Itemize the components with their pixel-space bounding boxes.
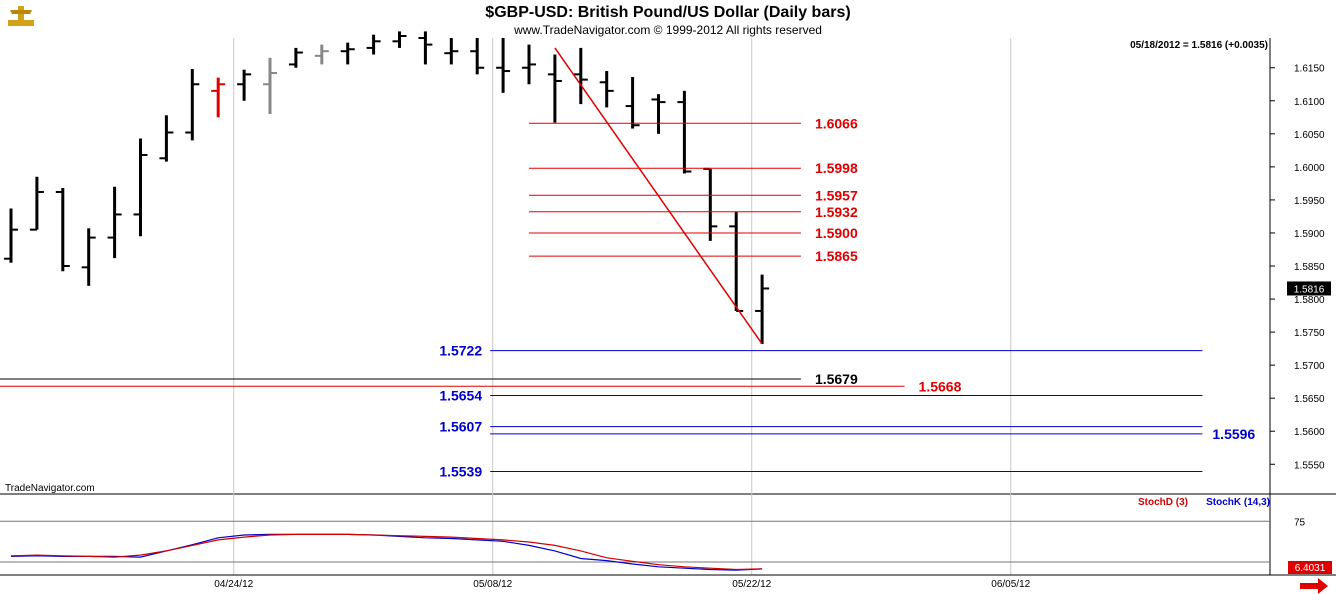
ohlc-bar [729,211,744,312]
level-label: 1.5596 [1212,426,1255,442]
y-tick-label: 1.6100 [1294,97,1325,108]
ohlc-bar [314,44,329,65]
stoch-k-legend: StochK (14,3) [1206,497,1270,508]
stoch-last-label: 6.4031 [1295,563,1326,574]
x-tick-label: 05/08/12 [473,579,512,590]
ohlc-bar [55,188,70,272]
trendline-segment [554,47,763,345]
level-label: 1.5539 [439,464,482,480]
y-tick-label: 1.5550 [1294,460,1325,471]
ohlc-bar [288,47,303,68]
y-tick-label: 1.5800 [1294,295,1325,306]
level-label: 1.6066 [815,115,858,131]
stochastic-panel: 75 6.4031 StochD (3) StochK (14,3) [0,497,1336,576]
stoch-level-label: 75 [1294,517,1306,528]
ohlc-bar [599,71,614,108]
x-tick-label: 06/05/12 [991,579,1030,590]
ohlc-bar [159,115,174,162]
ohlc-bar [29,176,44,231]
level-label: 1.5654 [439,388,482,404]
level-label: 1.5865 [815,248,858,264]
scroll-right-arrow-icon [1300,578,1328,594]
copyright-text: www.TradeNavigator.com © 1999-2012 All r… [513,23,822,37]
ohlc-bar [703,167,718,241]
ohlc-bar [573,47,588,105]
ohlc-bar [237,69,252,101]
ohlc-bar [81,228,96,286]
stoch-d-legend: StochD (3) [1138,497,1188,508]
level-label: 1.5998 [815,160,858,176]
ohlc-bar [340,42,355,65]
stochastic-grid: 75 [0,517,1336,576]
ohlc-bar [625,76,640,129]
chart-title: $GBP-USD: British Pound/US Dollar (Daily… [485,4,850,21]
brand-text: TradeNavigator.com [5,483,95,494]
ohlc-bar [547,54,562,123]
stoch-k-line [10,533,763,571]
ohlc-bar [107,186,122,259]
last-price-box [1287,281,1331,296]
stoch-last-box [1288,561,1332,574]
trendline [554,47,763,345]
y-tick-label: 1.6150 [1294,64,1325,75]
price-grid [0,38,1336,575]
y-tick-label: 1.6050 [1294,130,1325,141]
ohlc-bar [522,44,536,85]
price-bars [4,31,770,344]
ohlc-bar [444,38,459,65]
level-label: 1.5900 [815,225,858,241]
ohlc-bar [496,38,511,93]
last-quote: 05/18/2012 = 1.5816 (+0.0035) [1130,40,1268,51]
ohlc-bar [755,274,770,344]
x-axis: 04/24/12 05/08/12 05/22/12 06/05/12 [214,578,1328,594]
ohlc-bar [418,31,433,65]
y-tick-label: 1.5600 [1294,427,1325,438]
y-tick-label: 1.5700 [1294,361,1325,372]
ohlc-bar [263,57,277,114]
logo-icon [8,6,34,26]
ohlc-bar [4,208,18,263]
price-y-axis: 1.6150 1.6100 1.6050 1.6000 1.5950 1.5900 1.58… [1270,64,1331,471]
last-price-label: 1.5816 [1294,284,1325,295]
level-label: 1.5607 [439,419,482,435]
y-tick-label: 1.5750 [1294,328,1325,339]
y-tick-label: 1.5950 [1294,196,1325,207]
x-tick-label: 05/22/12 [732,579,771,590]
y-tick-label: 1.5900 [1294,229,1325,240]
ohlc-bar [185,69,200,141]
ohlc-bar [211,77,226,118]
ohlc-bar [392,31,407,48]
level-label: 1.5957 [815,187,858,203]
y-tick-label: 1.5850 [1294,262,1325,273]
ohlc-bar [133,138,148,237]
chart-header: $GBP-USD: British Pound/US Dollar (Daily… [8,4,1268,51]
stoch-d-line [10,533,763,571]
ohlc-bar [677,90,692,174]
level-label: 1.5722 [439,343,482,359]
level-label: 1.5679 [815,371,858,387]
y-tick-label: 1.6000 [1294,163,1325,174]
stochastic-lines: 6.4031 [10,533,1332,574]
ohlc-bar [651,94,666,134]
x-tick-label: 04/24/12 [214,579,253,590]
ohlc-bar [470,38,485,75]
level-label: 1.5932 [815,204,858,220]
level-label: 1.5668 [919,378,962,394]
ohlc-bar [366,34,381,55]
y-tick-label: 1.5650 [1294,394,1325,405]
